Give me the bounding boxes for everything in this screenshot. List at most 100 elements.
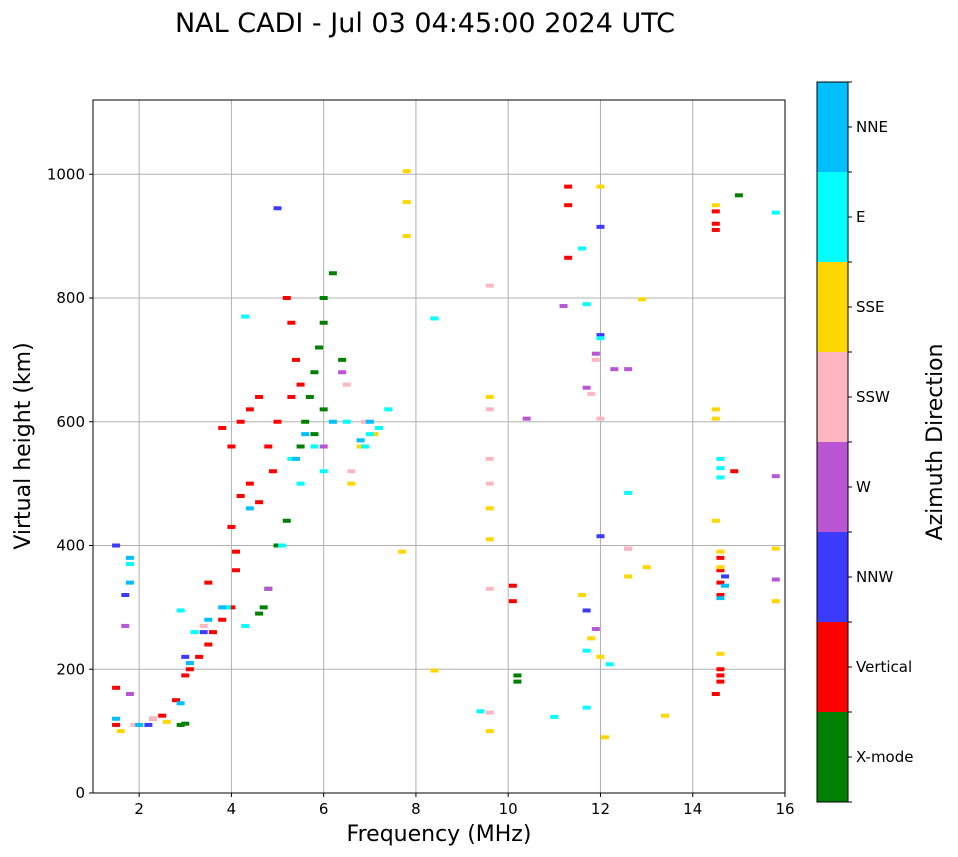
colorbar-swatch xyxy=(817,172,848,262)
data-point xyxy=(711,407,720,412)
data-point xyxy=(601,735,610,740)
data-point xyxy=(716,555,725,560)
data-point xyxy=(771,210,780,215)
data-point xyxy=(711,692,720,696)
series-nne xyxy=(112,419,730,727)
data-point xyxy=(296,444,305,449)
data-point xyxy=(716,475,725,480)
data-point xyxy=(582,385,591,390)
data-point xyxy=(771,599,780,604)
colorbar-swatch xyxy=(817,622,848,712)
x-axis-ticks: 2 4 6 8 10 12 14 16 xyxy=(134,793,795,818)
plot-frame xyxy=(92,99,786,794)
colorbar-swatch xyxy=(817,262,848,352)
data-point xyxy=(596,534,605,539)
data-point xyxy=(559,304,568,309)
data-point xyxy=(185,667,194,672)
data-point xyxy=(624,546,633,551)
data-point xyxy=(319,407,328,412)
data-point xyxy=(430,316,439,321)
data-point xyxy=(711,227,720,232)
data-point xyxy=(278,543,287,548)
y-tick-label: 800 xyxy=(56,289,85,307)
data-point xyxy=(721,574,730,579)
data-point xyxy=(582,608,591,613)
data-point xyxy=(236,419,245,424)
data-point xyxy=(485,481,494,486)
data-point xyxy=(338,357,347,362)
data-point xyxy=(135,722,144,727)
data-point xyxy=(176,608,185,613)
colorbar-swatch xyxy=(817,532,848,622)
data-point xyxy=(582,302,591,307)
data-point xyxy=(485,283,494,288)
data-point xyxy=(370,432,379,437)
colorbar-swatch xyxy=(817,712,848,802)
data-point xyxy=(195,654,204,659)
data-point xyxy=(582,648,591,653)
colorbar-tick-label: NNW xyxy=(856,568,893,586)
data-point xyxy=(310,370,319,375)
data-point xyxy=(199,623,208,628)
data-point xyxy=(596,184,605,189)
data-point xyxy=(398,549,407,554)
data-point xyxy=(591,357,600,362)
data-point xyxy=(158,713,167,718)
colorbar-tick-label: NNE xyxy=(856,118,888,136)
data-point xyxy=(716,667,725,672)
data-point xyxy=(596,333,605,338)
data-point xyxy=(227,605,236,610)
data-point xyxy=(125,562,134,567)
data-point xyxy=(264,444,273,449)
data-point xyxy=(204,617,213,622)
data-point xyxy=(319,296,328,300)
data-point xyxy=(550,714,559,719)
y-axis-label: Virtual height (km) xyxy=(11,342,36,549)
data-point xyxy=(591,351,600,356)
data-point xyxy=(361,419,370,424)
data-point xyxy=(287,320,296,325)
data-point xyxy=(356,444,365,449)
data-point xyxy=(716,673,725,678)
data-point xyxy=(319,320,328,325)
data-point xyxy=(508,599,517,604)
colorbar: X-mode Vertical NNW W SSW SSE E NNE xyxy=(816,81,913,803)
colorbar-tick-label: E xyxy=(856,208,865,226)
data-point xyxy=(430,668,439,673)
data-point xyxy=(204,642,213,647)
data-point xyxy=(716,466,725,471)
data-point xyxy=(716,580,725,585)
data-point xyxy=(282,518,291,523)
data-point xyxy=(596,336,605,341)
colorbar-swatch xyxy=(817,82,848,172)
colorbar-swatch xyxy=(817,442,848,532)
data-point xyxy=(222,605,231,610)
data-point xyxy=(642,565,651,570)
data-point xyxy=(236,494,245,498)
data-point xyxy=(328,271,337,276)
data-point xyxy=(578,246,587,251)
data-point xyxy=(310,432,319,437)
data-point xyxy=(282,296,291,300)
x-axis-label: Frequency (MHz) xyxy=(347,822,532,847)
colorbar-swatch xyxy=(817,352,848,442)
data-point xyxy=(716,456,725,461)
data-point xyxy=(264,586,273,591)
grid-lines xyxy=(93,100,786,794)
data-point xyxy=(296,382,305,387)
data-point xyxy=(190,630,199,635)
series-sse xyxy=(116,169,780,740)
data-point xyxy=(218,605,227,610)
data-point xyxy=(112,716,121,721)
data-point xyxy=(485,506,494,511)
colorbar-tick-label: SSW xyxy=(856,388,890,406)
data-point xyxy=(112,543,121,548)
data-point xyxy=(273,206,282,211)
data-point xyxy=(291,456,300,461)
data-point xyxy=(338,370,347,375)
data-point xyxy=(301,419,310,424)
data-point xyxy=(522,416,531,421)
data-point xyxy=(112,685,121,690)
colorbar-tick-label: X-mode xyxy=(856,748,913,766)
data-point xyxy=(375,425,384,430)
